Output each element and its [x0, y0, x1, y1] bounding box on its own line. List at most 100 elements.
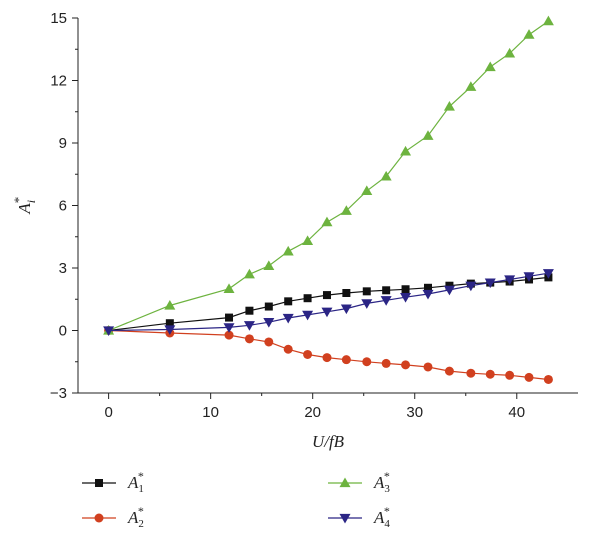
legend-marker [339, 477, 351, 488]
data-point [424, 283, 432, 292]
data-point [504, 47, 516, 58]
legend-item-3: A3* [328, 469, 390, 495]
y-tick-label: 3 [59, 260, 67, 277]
data-point [484, 61, 496, 72]
data-point [380, 296, 392, 306]
data-point [381, 358, 391, 368]
data-point [303, 294, 312, 303]
data-point [225, 313, 234, 322]
data-point [243, 268, 255, 279]
legend-item-2: A2* [82, 504, 144, 530]
data-point [465, 81, 477, 91]
data-point [542, 15, 554, 26]
data-point [321, 216, 333, 227]
series-2 [104, 326, 553, 384]
data-point [543, 374, 553, 384]
data-point [445, 281, 454, 290]
x-tick-label: 30 [406, 404, 423, 421]
legend-item-1: A1* [82, 469, 144, 495]
legend-label: A2* [127, 504, 144, 530]
data-point [504, 275, 516, 285]
data-point [263, 318, 275, 328]
data-point [223, 283, 235, 293]
data-point [401, 360, 411, 370]
data-point [284, 297, 293, 306]
data-point [524, 372, 534, 382]
data-point [484, 278, 496, 289]
data-point [264, 302, 273, 311]
series-3 [103, 15, 554, 335]
data-point [382, 286, 391, 295]
data-point [282, 245, 294, 256]
y-axis-title: Ai* [11, 197, 38, 215]
legend: A1* A2* A3* A4* [82, 469, 390, 530]
data-point [422, 289, 434, 300]
y-tick-label: 0 [59, 323, 67, 340]
y-tick-label: 6 [59, 198, 67, 215]
legend-label: A1* [127, 469, 144, 495]
data-point [380, 170, 392, 181]
data-point [244, 334, 254, 344]
x-tick-label: 10 [202, 404, 219, 421]
data-point [302, 235, 314, 246]
x-tick-label: 40 [508, 404, 525, 421]
data-point [400, 145, 412, 156]
data-point [303, 349, 313, 359]
data-point [505, 370, 515, 380]
data-point [340, 304, 352, 315]
data-point [542, 269, 554, 279]
legend-marker [339, 513, 351, 524]
data-point [401, 285, 410, 294]
data-point [485, 369, 495, 379]
data-point [341, 355, 351, 365]
data-point [321, 307, 333, 318]
data-point [302, 310, 314, 321]
data-point [465, 281, 477, 292]
y-tick-label: 9 [59, 135, 67, 152]
data-point [422, 130, 434, 140]
x-axis-title: U/fB [312, 432, 345, 451]
data-point [361, 185, 373, 196]
data-point [361, 299, 373, 309]
data-point [340, 205, 352, 215]
data-point [243, 321, 255, 331]
data-point [245, 306, 254, 315]
y-tick-label: −3 [50, 385, 67, 402]
data-point [362, 357, 372, 367]
legend-item-4: A4* [328, 504, 390, 530]
data-point [362, 287, 371, 296]
x-tick-label: 20 [304, 404, 321, 421]
data-point [165, 319, 174, 328]
data-point [322, 291, 331, 300]
data-point [443, 285, 455, 296]
data-point [224, 330, 234, 340]
data-point [400, 293, 412, 303]
y-tick-label: 15 [50, 10, 67, 27]
data-point [523, 29, 535, 39]
data-point [264, 337, 274, 347]
y-tick-label: 12 [50, 73, 67, 90]
legend-label: A3* [373, 469, 390, 495]
data-point [103, 326, 115, 336]
data-point [283, 344, 293, 354]
axes: 0 10 20 30 40 −3 0 3 6 9 12 15 U/fB Ai* [11, 10, 578, 451]
legend-marker [95, 479, 103, 487]
data-point [282, 313, 294, 324]
data-point [466, 368, 476, 378]
data-point [444, 366, 454, 376]
data-point [164, 300, 176, 310]
data-point [263, 260, 275, 271]
data-point [443, 101, 455, 111]
data-point [523, 272, 535, 282]
x-tick-label: 0 [104, 404, 112, 421]
data-point [342, 289, 351, 297]
data-point [164, 325, 176, 335]
series-layer [103, 15, 554, 384]
data-point [423, 362, 433, 372]
data-point [322, 353, 332, 363]
series-4 [103, 269, 554, 336]
data-point [223, 323, 235, 333]
series-line [108, 272, 549, 332]
legend-marker [94, 513, 104, 523]
